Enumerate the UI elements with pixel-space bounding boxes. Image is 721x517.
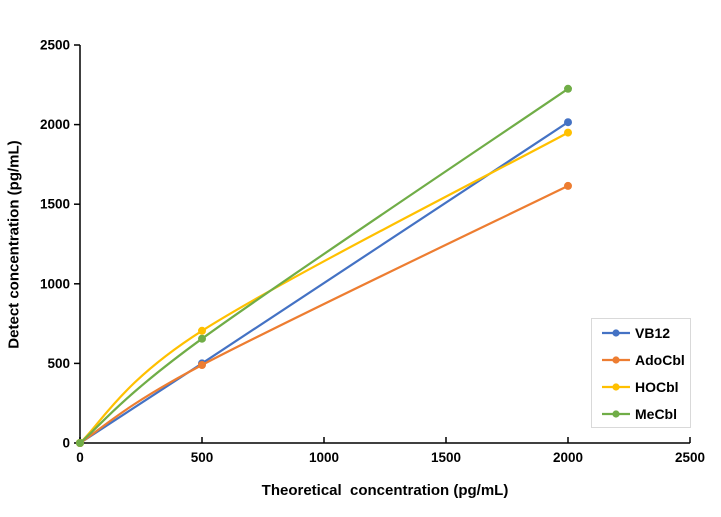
y-tick-label: 1500	[40, 197, 70, 212]
data-point-hocbl	[564, 128, 572, 137]
x-tick-label: 2500	[675, 450, 705, 465]
legend-label: HOCbl	[635, 378, 679, 395]
legend-item-hocbl: HOCbl	[602, 380, 690, 394]
legend-label: MeCbl	[635, 405, 677, 422]
legend-marker-icon	[602, 409, 630, 418]
data-point-mecbl	[564, 84, 572, 93]
x-axis-title: Theoretical concentration (pg/mL)	[261, 482, 509, 499]
series-line-mecbl	[78, 87, 570, 445]
x-tick-label: 500	[191, 450, 214, 465]
legend-marker-icon	[602, 382, 630, 391]
data-point-mecbl	[198, 334, 206, 343]
legend: VB12 AdoCbl HOCbl MeCbl	[591, 318, 691, 428]
y-tick-label: 0	[62, 436, 70, 451]
data-point-adocbl	[198, 361, 206, 369]
y-tick-label: 2500	[40, 38, 70, 53]
legend-item-vb12: VB12	[602, 326, 690, 340]
series-line-adocbl	[78, 184, 570, 445]
y-axis-title: Detect concentration (pg/mL)	[5, 140, 23, 349]
legend-item-adocbl: AdoCbl	[602, 353, 690, 367]
x-tick-label: 0	[76, 450, 84, 465]
legend-label: VB12	[635, 324, 671, 341]
legend-marker-icon	[602, 328, 630, 337]
legend-item-mecbl: MeCbl	[602, 407, 690, 421]
data-point-vb12	[564, 118, 572, 127]
data-point-hocbl	[198, 326, 206, 335]
x-tick-label: 1500	[431, 450, 461, 465]
x-tick-label: 1000	[309, 450, 339, 465]
legend-marker-icon	[602, 355, 630, 364]
y-tick-label: 2000	[40, 117, 70, 132]
x-tick-label: 2000	[553, 450, 583, 465]
legend-label: AdoCbl	[635, 351, 685, 368]
y-tick-label: 1000	[40, 276, 70, 291]
series-line-hocbl	[78, 131, 570, 445]
data-point-mecbl	[76, 439, 84, 447]
data-point-adocbl	[564, 181, 572, 190]
y-tick-label: 500	[47, 356, 70, 371]
